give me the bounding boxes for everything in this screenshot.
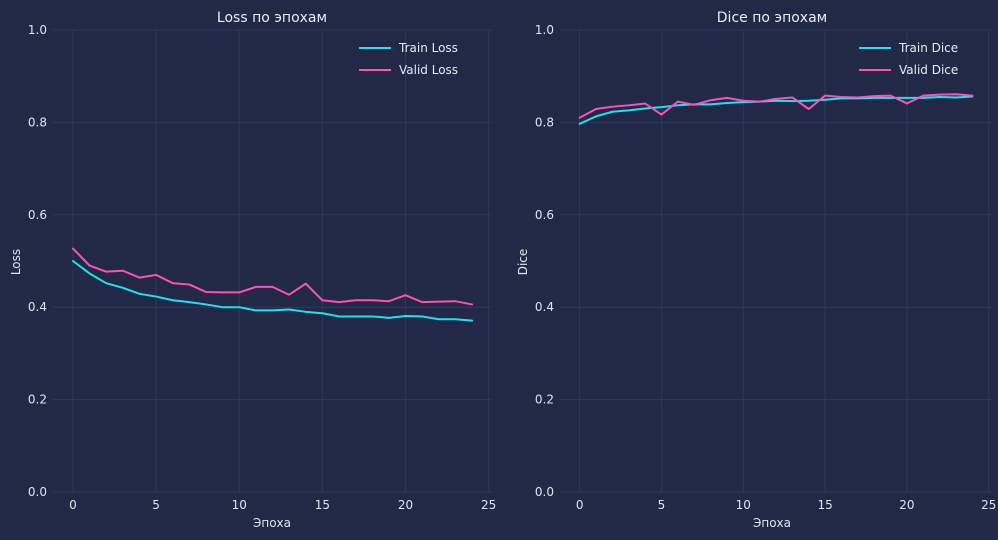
x-tick-label: 5 bbox=[152, 498, 160, 512]
legend-label: Valid Loss bbox=[399, 63, 458, 77]
y-tick-label: 0.6 bbox=[28, 208, 47, 222]
chart-title: Loss по эпохам bbox=[217, 10, 327, 26]
chart-title: Dice по эпохам bbox=[717, 10, 827, 26]
x-tick-label: 5 bbox=[658, 498, 666, 512]
series-line-valid-dice bbox=[578, 93, 974, 119]
x-tick-label: 0 bbox=[69, 498, 77, 512]
x-axis-label: Эпоха bbox=[753, 516, 791, 530]
x-tick-label: 0 bbox=[576, 498, 584, 512]
y-tick-label: 0.6 bbox=[535, 208, 554, 222]
y-axis-label: Dice bbox=[516, 249, 530, 276]
y-tick-label: 1.0 bbox=[28, 23, 47, 37]
y-tick-label: 0.0 bbox=[535, 485, 554, 499]
y-tick-label: 0.8 bbox=[535, 115, 554, 129]
y-tick-label: 0.2 bbox=[28, 393, 47, 407]
series-line-valid-loss bbox=[71, 247, 474, 306]
y-tick-label: 0.8 bbox=[28, 115, 47, 129]
y-tick-label: 0.4 bbox=[535, 300, 554, 314]
legend-label: Valid Dice bbox=[899, 63, 958, 77]
x-tick-label: 20 bbox=[398, 498, 413, 512]
x-axis-label: Эпоха bbox=[253, 516, 291, 530]
x-tick-label: 25 bbox=[481, 498, 496, 512]
legend-label: Train Loss bbox=[398, 41, 458, 55]
series-line-train-dice bbox=[578, 95, 974, 125]
x-tick-label: 20 bbox=[899, 498, 914, 512]
x-tick-label: 10 bbox=[736, 498, 751, 512]
legend-label: Train Dice bbox=[898, 41, 958, 55]
x-tick-label: 15 bbox=[315, 498, 330, 512]
y-tick-label: 0.2 bbox=[535, 393, 554, 407]
y-tick-label: 1.0 bbox=[535, 23, 554, 37]
dice-panel: Dice по эпохам Эпоха Dice 0 5 10 15 20 25 0.0 0… bbox=[516, 10, 996, 530]
y-axis-label: Loss bbox=[9, 249, 23, 275]
x-tick-label: 15 bbox=[817, 498, 832, 512]
x-tick-label: 25 bbox=[981, 498, 996, 512]
loss-panel: Loss по эпохам Эпоха Loss 0 5 10 15 20 25 0.0 0… bbox=[9, 10, 496, 530]
y-tick-label: 0.0 bbox=[28, 485, 47, 499]
x-tick-label: 10 bbox=[232, 498, 247, 512]
series-line-train-loss bbox=[71, 260, 474, 322]
y-tick-label: 0.4 bbox=[28, 300, 47, 314]
